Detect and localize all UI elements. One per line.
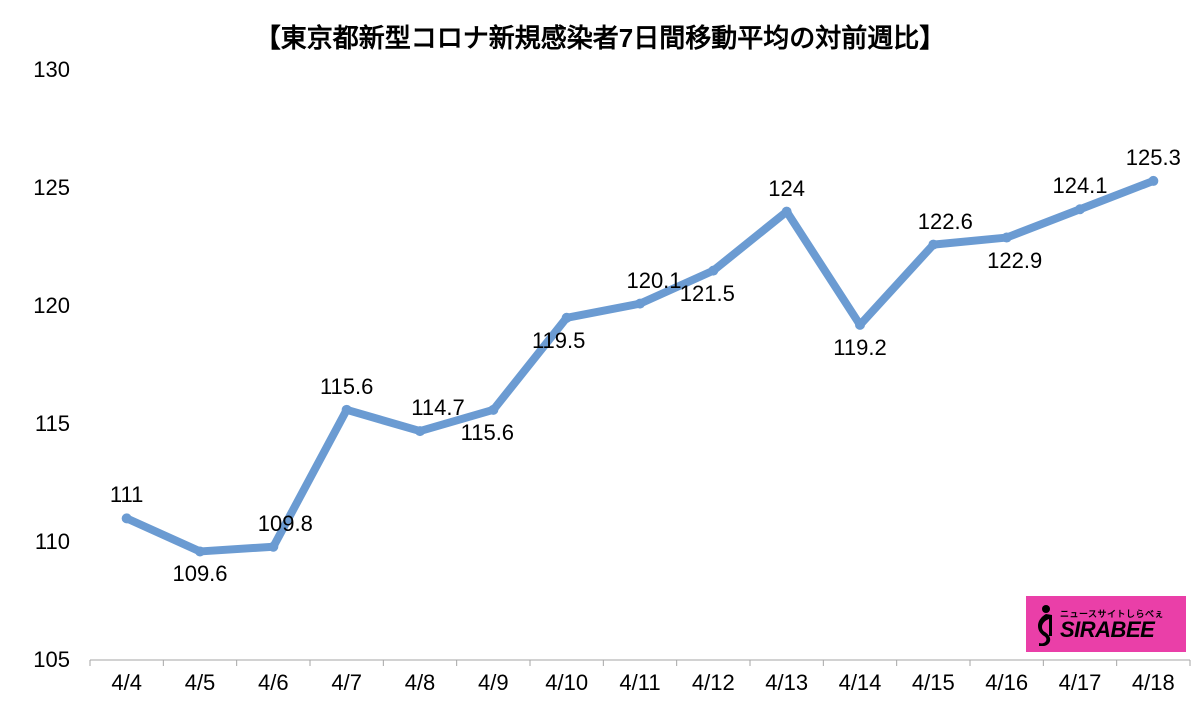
x-tick-label: 4/18 <box>1132 670 1175 696</box>
data-label: 114.7 <box>411 395 464 421</box>
data-label: 124.1 <box>1052 173 1107 199</box>
x-tick-label: 4/15 <box>912 670 955 696</box>
y-tick-label: 115 <box>10 411 70 437</box>
x-tick-label: 4/9 <box>478 670 509 696</box>
y-tick-label: 120 <box>10 293 70 319</box>
data-label: 109.8 <box>258 511 313 537</box>
data-label: 125.3 <box>1126 145 1181 171</box>
y-tick-label: 110 <box>10 529 70 555</box>
x-tick-label: 4/14 <box>839 670 882 696</box>
y-tick-label: 125 <box>10 175 70 201</box>
data-label: 115.6 <box>320 374 373 400</box>
logo-icon <box>1032 604 1056 646</box>
x-tick-label: 4/17 <box>1059 670 1102 696</box>
x-tick-label: 4/6 <box>258 670 289 696</box>
data-label: 111 <box>110 482 143 508</box>
data-label: 119.2 <box>833 335 886 361</box>
x-tick-label: 4/13 <box>765 670 808 696</box>
brand-logo: ニュースサイトしらべぇ SIRABEE <box>1026 596 1186 652</box>
y-tick-label: 105 <box>10 647 70 673</box>
chart-container: 【東京都新型コロナ新規感染者7日間移動平均の対前週比】 ニュースサイトしらべぇ … <box>0 0 1200 722</box>
logo-maintext: SIRABEE <box>1060 619 1164 641</box>
data-label: 124 <box>768 176 805 202</box>
data-label: 120.1 <box>626 268 681 294</box>
x-tick-label: 4/7 <box>331 670 362 696</box>
x-tick-label: 4/8 <box>405 670 436 696</box>
x-tick-label: 4/16 <box>985 670 1028 696</box>
x-tick-label: 4/4 <box>111 670 142 696</box>
data-label: 122.9 <box>987 248 1042 274</box>
data-label: 122.6 <box>918 209 973 235</box>
data-label: 119.5 <box>532 328 585 354</box>
x-tick-label: 4/11 <box>619 670 660 696</box>
x-tick-label: 4/10 <box>545 670 588 696</box>
data-label: 121.5 <box>680 281 735 307</box>
data-label: 109.6 <box>172 561 227 587</box>
y-tick-label: 130 <box>10 57 70 83</box>
x-tick-label: 4/12 <box>692 670 735 696</box>
x-tick-label: 4/5 <box>185 670 216 696</box>
data-label: 115.6 <box>461 420 514 446</box>
chart-svg <box>0 0 1200 722</box>
